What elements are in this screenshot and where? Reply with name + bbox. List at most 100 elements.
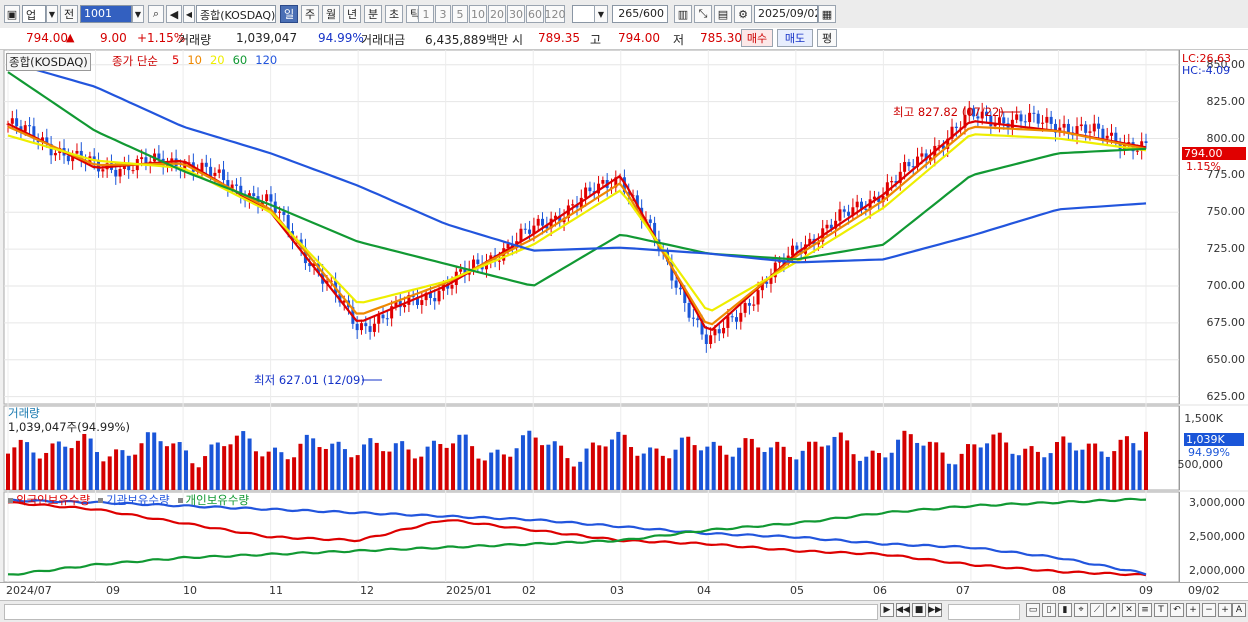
market-select[interactable]: 업: [22, 5, 46, 23]
interval-button-120[interactable]: 120: [545, 5, 566, 23]
layout-icon[interactable]: ▭: [1026, 603, 1040, 617]
interval-button-60[interactable]: 60: [526, 5, 544, 23]
code-dropdown-icon[interactable]: ▼: [132, 5, 144, 23]
volume-bar-57: [368, 438, 373, 490]
candle-body-121: [528, 229, 532, 234]
candle-body-192: [834, 220, 838, 229]
indicator-icon[interactable]: ▥: [674, 5, 692, 23]
candle-body-63: [278, 211, 282, 213]
period-tab-1[interactable]: 주: [301, 5, 319, 23]
ma-period-20[interactable]: 20: [209, 53, 225, 67]
volume-bar-47: [304, 434, 309, 490]
speaker-icon[interactable]: ◀: [166, 5, 182, 23]
interval-button-3[interactable]: 3: [435, 5, 451, 23]
search-icon[interactable]: ⌕: [148, 5, 164, 23]
zoom-in-icon[interactable]: +: [1186, 603, 1200, 617]
rewind-icon[interactable]: ◀◀: [896, 603, 910, 617]
period-tab-2[interactable]: 월: [322, 5, 340, 23]
holdings-tick-3m: 3,000,000: [1189, 496, 1245, 509]
auto-icon[interactable]: A: [1232, 603, 1246, 617]
interval-button-1[interactable]: 1: [418, 5, 434, 23]
mode-button[interactable]: 전: [60, 5, 78, 23]
eval-button[interactable]: 평: [817, 29, 837, 47]
volume-bar-102: [654, 448, 659, 490]
volume-bar-123: [787, 456, 792, 490]
zoom-out-icon[interactable]: −: [1202, 603, 1216, 617]
zoom-slider[interactable]: [948, 604, 1020, 620]
holdings-legend-0[interactable]: 외국인보유수량: [16, 493, 91, 507]
volume-bar-95: [609, 439, 614, 490]
candle-body-52: [230, 184, 234, 189]
ma-period-60[interactable]: 60: [232, 53, 248, 67]
undo-icon[interactable]: ↶: [1170, 603, 1184, 617]
calendar-icon[interactable]: ▦: [818, 5, 836, 23]
count-total: /600: [639, 7, 664, 20]
volume-bar-16: [107, 456, 112, 490]
holdings-legend-2[interactable]: 개인보유수량: [185, 493, 250, 507]
buy-button[interactable]: 매수: [741, 29, 773, 47]
scroll-track[interactable]: [4, 604, 878, 620]
gear-icon[interactable]: ⚙: [734, 5, 752, 23]
candle-body-64: [282, 211, 286, 215]
volume-bar-52: [336, 441, 341, 490]
interval-button-10[interactable]: 10: [469, 5, 487, 23]
text-tool-icon[interactable]: T: [1154, 603, 1168, 617]
candle-body-60: [265, 194, 269, 201]
period-tab-4[interactable]: 분: [364, 5, 382, 23]
fast-forward-icon[interactable]: ▶▶: [928, 603, 942, 617]
candle-body-245: [1062, 123, 1066, 128]
save-icon[interactable]: ▤: [714, 5, 732, 23]
volume-bar-85: [546, 444, 551, 490]
candle-body-162: [704, 334, 708, 344]
market-dropdown-icon[interactable]: ▼: [46, 5, 58, 23]
count-field[interactable]: 265/600: [612, 5, 668, 23]
draw-tool-icon[interactable]: ⤡: [694, 5, 712, 23]
period-tab-3[interactable]: 년: [343, 5, 361, 23]
interval-button-20[interactable]: 20: [488, 5, 506, 23]
volume-bar-152: [972, 444, 977, 490]
volume-bar-81: [520, 435, 525, 490]
ma-legend-label[interactable]: 종가 단순: [112, 54, 158, 68]
fib-icon[interactable]: ≡: [1138, 603, 1152, 617]
split-icon[interactable]: ▯: [1042, 603, 1056, 617]
volume-bar-23: [152, 432, 157, 490]
bar-icon[interactable]: ▮: [1058, 603, 1072, 617]
volume-bar-31: [203, 456, 208, 490]
add-icon[interactable]: +: [1218, 603, 1232, 617]
trend-icon[interactable]: ⟋: [1090, 603, 1104, 617]
chart-canvas[interactable]: 최고 827.82 (07/22) 최저 627.01 (12/09): [0, 50, 1248, 600]
holdings-tick-2.5m: 2,500,000: [1189, 530, 1245, 543]
stop-icon[interactable]: ■: [912, 603, 926, 617]
interval-button-30[interactable]: 30: [507, 5, 525, 23]
ma-period-120[interactable]: 120: [255, 53, 278, 67]
sell-button[interactable]: 매도: [777, 29, 813, 47]
index-legend[interactable]: 종합(KOSDAQ): [6, 53, 91, 71]
period-tab-0[interactable]: 일: [280, 5, 298, 23]
period-tab-5[interactable]: 초: [385, 5, 403, 23]
date-field[interactable]: 2025/09/02: [754, 5, 818, 23]
code-input[interactable]: 1001: [80, 5, 132, 23]
change-arrow-icon: ▲: [66, 31, 75, 44]
volume-bar-150: [959, 453, 964, 490]
low-value: 785.30: [700, 31, 742, 45]
moving-average-lines: [7, 60, 1147, 331]
volume-bar-165: [1054, 442, 1059, 490]
volume-bar-155: [991, 434, 996, 490]
candle-body-157: [683, 289, 687, 304]
interval-button-5[interactable]: 5: [452, 5, 468, 23]
prev-item-icon[interactable]: ◀: [183, 5, 195, 23]
ma-period-5[interactable]: 5: [172, 53, 180, 67]
arrow-icon[interactable]: ↗: [1106, 603, 1120, 617]
candle-body-177: [769, 277, 773, 284]
candle-body-203: [881, 195, 885, 203]
measure-icon[interactable]: ⌖: [1074, 603, 1088, 617]
scroll-right-icon[interactable]: ▶: [880, 603, 894, 617]
candle-body-227: [985, 111, 989, 116]
ma-period-10[interactable]: 10: [187, 53, 202, 67]
chart-type-icon[interactable]: ▣: [4, 5, 20, 23]
volume-bar-53: [342, 449, 347, 490]
cross-icon[interactable]: ✕: [1122, 603, 1136, 617]
interval-dropdown-icon[interactable]: ▼: [594, 5, 608, 23]
low-annotation: 최저 627.01 (12/09): [254, 373, 365, 387]
holdings-legend-1[interactable]: 기관보유수량: [106, 493, 170, 507]
